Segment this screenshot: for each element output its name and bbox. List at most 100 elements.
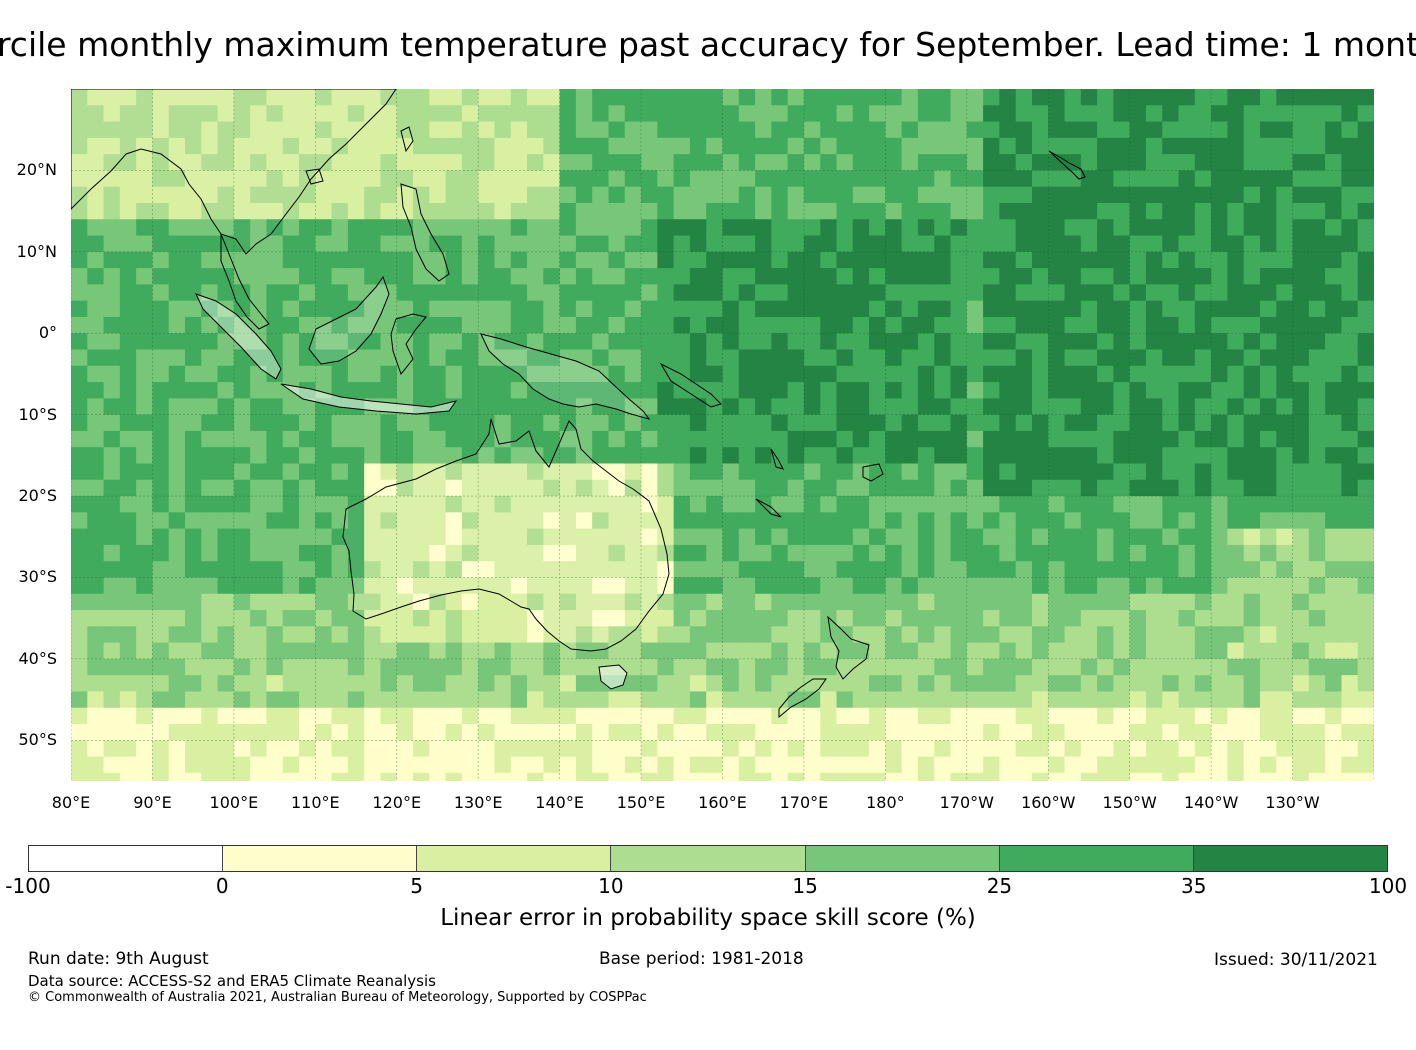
skill-cell	[641, 691, 658, 709]
skill-cell	[201, 707, 219, 725]
skill-cell	[152, 561, 170, 579]
skill-cell	[1276, 154, 1294, 172]
skill-cell	[934, 642, 952, 660]
colorbar-tick-label: 10	[598, 874, 624, 898]
skill-cell	[641, 333, 658, 351]
skill-cell	[299, 772, 316, 781]
skill-cell	[299, 756, 316, 774]
skill-cell	[380, 626, 398, 644]
skill-cell	[445, 186, 463, 204]
skill-cell	[152, 251, 170, 269]
skill-cell	[364, 316, 382, 334]
skill-cell	[168, 105, 186, 123]
skill-cell	[706, 235, 724, 253]
skill-cell	[966, 691, 984, 709]
skill-cell	[136, 300, 154, 318]
skill-cell	[168, 268, 186, 285]
skill-cell	[1145, 447, 1163, 465]
skill-cell	[282, 479, 300, 497]
skill-cell	[608, 772, 626, 781]
skill-cell	[901, 170, 919, 188]
skill-cell	[852, 593, 870, 611]
skill-cell	[706, 626, 724, 644]
skill-cell	[673, 154, 691, 172]
skill-cell	[168, 626, 186, 644]
skill-cell	[1064, 561, 1082, 579]
skill-cell	[706, 268, 724, 285]
skill-cell	[347, 154, 365, 172]
skill-cell	[787, 544, 805, 562]
skill-cell	[282, 202, 300, 220]
skill-cell	[168, 496, 186, 513]
skill-cell	[299, 300, 316, 318]
skill-cell	[836, 105, 854, 123]
skill-cell	[950, 496, 968, 513]
skill-cell	[250, 707, 268, 725]
skill-cell	[917, 593, 935, 611]
skill-cell	[331, 430, 349, 448]
skill-cell	[934, 512, 952, 530]
skill-cell	[559, 235, 577, 253]
skill-cell	[673, 593, 691, 611]
skill-cell	[364, 430, 382, 448]
skill-cell	[527, 430, 544, 448]
skill-cell	[250, 414, 268, 432]
skill-cell	[103, 496, 121, 513]
skill-cell	[461, 496, 479, 513]
skill-cell	[966, 137, 984, 155]
skill-cell	[396, 577, 414, 595]
skill-cell	[592, 740, 610, 758]
skill-cell	[1259, 382, 1277, 399]
skill-cell	[1129, 512, 1147, 530]
skill-cell	[1113, 691, 1131, 709]
skill-cell	[71, 105, 88, 123]
skill-cell	[1211, 121, 1229, 139]
skill-cell	[852, 349, 870, 367]
skill-cell	[771, 479, 789, 497]
skill-cell	[1276, 430, 1294, 448]
skill-cell	[331, 772, 349, 781]
skill-cell	[852, 251, 870, 269]
skill-cell	[543, 561, 561, 579]
skill-cell	[429, 154, 447, 172]
skill-cell	[689, 365, 707, 383]
skill-cell	[1308, 202, 1326, 220]
skill-cell	[852, 316, 870, 334]
skill-cell	[1292, 593, 1310, 611]
skill-cell	[282, 577, 300, 595]
skill-cell	[152, 496, 170, 513]
skill-cell	[1194, 756, 1212, 774]
skill-cell	[331, 121, 349, 139]
skill-cell	[331, 544, 349, 562]
skill-cell	[966, 186, 984, 204]
skill-cell	[1259, 512, 1277, 530]
skill-cell	[575, 463, 593, 481]
skill-cell	[1031, 398, 1049, 416]
skill-cell	[1129, 658, 1147, 676]
skill-cell	[364, 772, 382, 781]
skill-cell	[885, 268, 903, 285]
skill-cell	[787, 186, 805, 204]
skill-cell	[445, 610, 463, 627]
skill-cell	[266, 642, 284, 660]
skill-cell	[706, 691, 724, 709]
skill-cell	[119, 675, 137, 693]
skill-cell	[852, 89, 870, 106]
skill-cell	[1308, 675, 1326, 693]
skill-cell	[136, 365, 154, 383]
skill-cell	[608, 691, 626, 709]
skill-cell	[1292, 219, 1310, 237]
skill-cell	[543, 105, 561, 123]
skill-cell	[250, 740, 268, 758]
lon-label: 100°E	[209, 793, 259, 812]
skill-cell	[168, 170, 186, 188]
skill-cell	[413, 658, 430, 676]
skill-cell	[738, 430, 756, 448]
skill-cell	[1292, 658, 1310, 676]
skill-cell	[1129, 528, 1147, 546]
skill-cell	[527, 170, 544, 188]
skill-cell	[217, 528, 235, 546]
skill-cell	[592, 251, 610, 269]
skill-cell	[250, 202, 268, 220]
skill-cell	[429, 430, 447, 448]
